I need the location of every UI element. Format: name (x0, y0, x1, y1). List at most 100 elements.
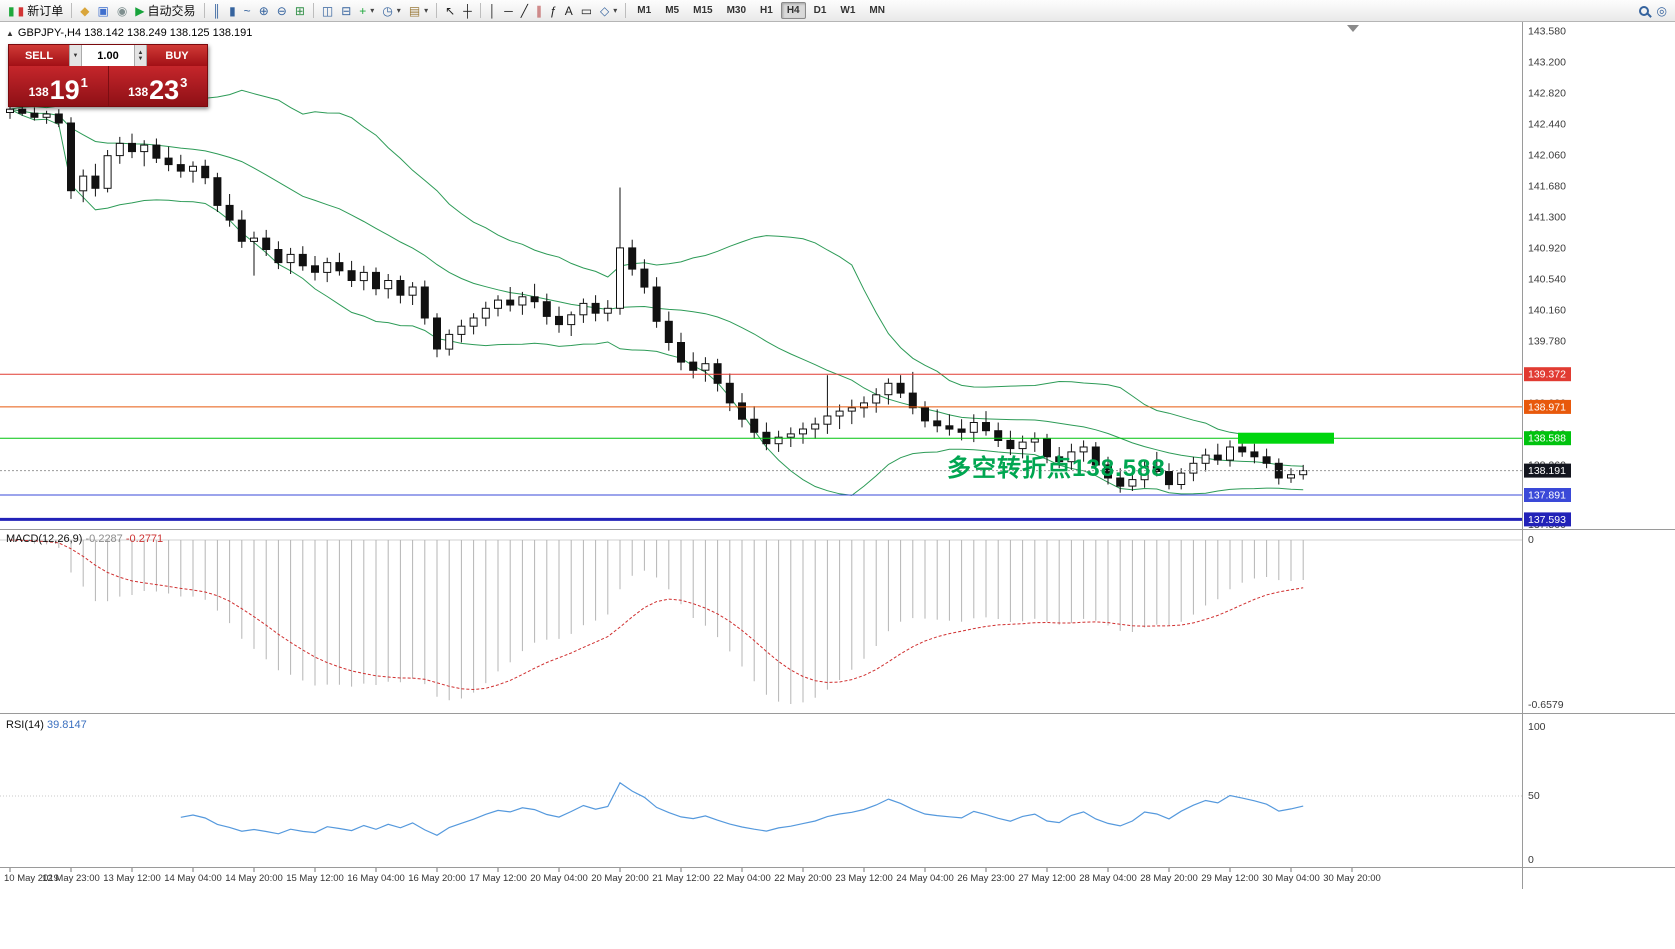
search-icon (1638, 5, 1649, 16)
search-button[interactable] (1635, 1, 1653, 20)
volume-stepper[interactable]: ▲ ▼ (134, 45, 147, 66)
horizontal-line-button[interactable]: ─ (500, 1, 517, 20)
sell-button[interactable]: SELL (9, 45, 69, 66)
text-icon: A (564, 3, 573, 18)
svg-text:50: 50 (1528, 790, 1540, 802)
cursor-button[interactable]: ↖ (441, 1, 459, 20)
sell-candle-icon: ▮ (17, 3, 25, 18)
svg-text:16 May 20:00: 16 May 20:00 (408, 873, 466, 884)
autotrading-button[interactable]: ▶ 自动交易 (131, 1, 199, 20)
metaeditor-button[interactable]: ◆ (76, 1, 93, 20)
new-order-button[interactable]: ▮ ▮ 新订单 (4, 1, 67, 20)
periods-button[interactable]: ◷ ▾ (378, 1, 405, 20)
candles (6, 104, 1308, 493)
bar-chart-button[interactable]: ║ (209, 1, 226, 20)
zoom-out-button[interactable]: ⊖ (273, 1, 291, 20)
macd-indicator-label: MACD(12,26,9) -0.2287 -0.2771 (6, 533, 163, 545)
sell-price-prefix: 138 (28, 85, 49, 99)
zoom-in-button[interactable]: ⊕ (255, 1, 273, 20)
timeframe-mn-button[interactable]: MN (869, 5, 885, 16)
volume-dropdown-button[interactable]: ▼ (69, 45, 82, 66)
globe-icon: ◉ (116, 3, 128, 18)
line-chart-button[interactable]: ~ (240, 1, 255, 20)
svg-text:24 May 04:00: 24 May 04:00 (896, 873, 954, 884)
timeframe-m15-button[interactable]: M15 (693, 5, 713, 16)
dropdown-caret-icon: ▾ (424, 6, 429, 15)
text-label-button[interactable]: ▭ (577, 1, 596, 20)
svg-text:30 May 04:00: 30 May 04:00 (1262, 873, 1320, 884)
timeframe-h4-button[interactable]: H4 (780, 2, 806, 19)
svg-text:143.200: 143.200 (1528, 56, 1566, 68)
buy-price-pipette: 3 (180, 75, 188, 90)
text-button[interactable]: A (561, 1, 577, 20)
candlestick-chart-button[interactable]: ▮ (225, 1, 240, 20)
buy-price-big: 23 (149, 75, 180, 105)
chevron-up-icon: ▲ (137, 49, 144, 56)
price-axis[interactable]: 143.580 143.200 142.820 142.440 142.060 141.6… (1524, 25, 1571, 866)
volume-input[interactable] (82, 45, 134, 66)
buy-button[interactable]: BUY (147, 45, 207, 66)
svg-text:21 May 12:00: 21 May 12:00 (652, 873, 710, 884)
buy-price-button[interactable]: 138 23 3 (108, 66, 207, 106)
rsi-indicator-label: RSI(14) 39.8147 (6, 719, 87, 731)
vertical-line-button[interactable]: │ (485, 1, 501, 20)
horizontal-line-icon: ─ (504, 3, 513, 18)
chart-shift-marker-icon[interactable] (1347, 25, 1359, 32)
dropdown-caret-icon: ▾ (396, 6, 401, 15)
trendline-button[interactable]: ╱ (517, 1, 532, 20)
svg-text:143.580: 143.580 (1528, 25, 1566, 37)
tile-windows-button[interactable]: ⊞ (291, 1, 309, 20)
timeframe-m5-button[interactable]: M5 (665, 5, 680, 16)
svg-text:20 May 20:00: 20 May 20:00 (591, 873, 649, 884)
indicators-button[interactable]: + ▾ (355, 1, 378, 20)
fibonacci-icon: ƒ (550, 3, 557, 18)
template-icon: ▤ (408, 3, 421, 18)
svg-text:140.540: 140.540 (1528, 273, 1566, 285)
fibonacci-button[interactable]: ƒ (546, 1, 561, 20)
shift-chart-button[interactable]: ⊟ (337, 1, 355, 20)
timeframe-m30-button[interactable]: M30 (726, 5, 747, 16)
svg-text:30 May 20:00: 30 May 20:00 (1323, 873, 1381, 884)
arrange-windows-button[interactable]: ◫ (318, 1, 337, 20)
sell-price-button[interactable]: 138 19 1 (9, 66, 108, 106)
chevron-down-icon: ▼ (72, 52, 79, 59)
price-badge-label: 137.891 (1528, 490, 1566, 502)
svg-text:139.780: 139.780 (1528, 335, 1566, 347)
timeframe-h1-button[interactable]: H1 (760, 5, 773, 16)
price-badge-139.372 (1524, 367, 1571, 382)
chart-annotation-text[interactable]: 多空转折点138.588 (947, 455, 1166, 482)
price-badge-137.891 (1524, 488, 1571, 502)
toolbar-separator (625, 3, 627, 18)
one-click-toggle-icon[interactable]: ▲ (6, 28, 14, 38)
templates-button[interactable]: ▤ ▾ (405, 1, 432, 20)
svg-text:26 May 23:00: 26 May 23:00 (957, 873, 1015, 884)
svg-text:15 May 12:00: 15 May 12:00 (286, 873, 344, 884)
data-window-button[interactable]: ◉ (113, 1, 131, 20)
timeframe-d1-button[interactable]: D1 (813, 5, 827, 16)
svg-text:22 May 20:00: 22 May 20:00 (774, 873, 832, 884)
zoom-out-icon: ⊖ (276, 3, 287, 18)
community-icon: ◎ (1656, 3, 1667, 18)
shift-chart-icon: ⊟ (341, 3, 352, 18)
turning-point-zone[interactable] (1238, 432, 1334, 444)
chevron-down-icon: ▼ (137, 55, 144, 62)
tile-windows-icon: ⊞ (294, 3, 305, 18)
timeframe-m1-button[interactable]: M1 (637, 5, 652, 16)
svg-text:23 May 12:00: 23 May 12:00 (835, 873, 893, 884)
timeframe-w1-button[interactable]: W1 (840, 5, 856, 16)
market-watch-button[interactable]: ▣ (93, 1, 112, 20)
channel-button[interactable]: ∥ (532, 1, 546, 20)
shapes-button[interactable]: ◇ ▾ (596, 1, 621, 20)
rsi-name: RSI(14) (6, 719, 44, 731)
price-badge-138.971 (1524, 399, 1571, 414)
macd-histogram (21, 540, 1304, 704)
price-badge-label: 138.971 (1528, 401, 1566, 413)
community-button[interactable]: ◎ (1653, 1, 1671, 20)
crosshair-button[interactable]: ┼ (459, 1, 476, 20)
svg-text:0: 0 (1528, 534, 1534, 546)
package-icon: ◆ (80, 3, 90, 18)
svg-text:142.060: 142.060 (1528, 149, 1566, 161)
